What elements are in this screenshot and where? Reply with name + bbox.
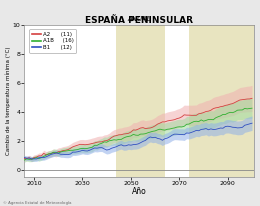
Y-axis label: Cambio de la temperatura mínima (°C): Cambio de la temperatura mínima (°C) [5, 47, 11, 155]
Bar [189, 25, 255, 177]
Text: © Agencia Estatal de Meteorología: © Agencia Estatal de Meteorología [3, 201, 71, 205]
Legend: A2      (11), A1B     (16), B1      (12): A2 (11), A1B (16), B1 (12) [29, 29, 76, 53]
Text: ANUAL: ANUAL [127, 16, 151, 22]
Bar [116, 25, 165, 177]
Title: ESPAÑA PENINSULAR: ESPAÑA PENINSULAR [85, 16, 193, 25]
X-axis label: Año: Año [132, 187, 147, 196]
